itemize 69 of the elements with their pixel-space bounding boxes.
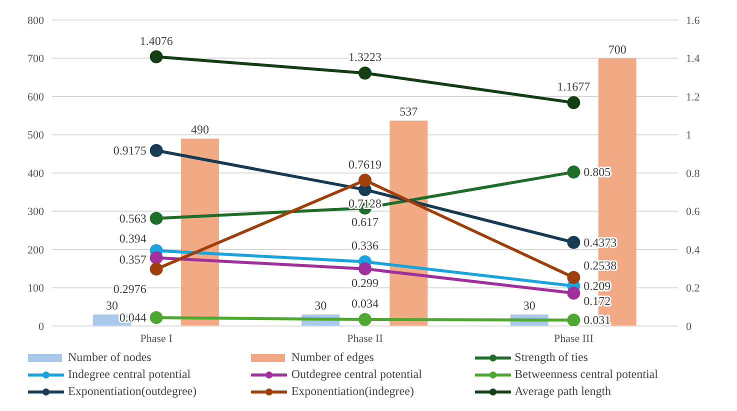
x-tick-label: Phase II — [347, 332, 384, 345]
y2-tick-label: 1.4 — [686, 53, 700, 66]
point — [150, 212, 163, 225]
data-label: 700 — [608, 42, 626, 56]
data-label: 0.563 — [119, 211, 146, 226]
y-tick-label: 600 — [28, 91, 44, 104]
data-label: 30 — [314, 298, 327, 313]
y-tick-label: 100 — [28, 282, 44, 295]
data-label: 537 — [400, 104, 418, 119]
legend-label: Outdegree central potential — [291, 367, 422, 382]
y-tick-label: 800 — [28, 14, 44, 27]
y2-tick-label: 1.6 — [686, 14, 700, 27]
data-label: 0.394 — [119, 232, 146, 246]
y2-tick-label: 0.2 — [686, 282, 700, 295]
legend-label: Strength of ties — [514, 350, 588, 365]
point — [567, 166, 580, 179]
point — [358, 174, 372, 187]
data-label: 30 — [106, 298, 118, 313]
data-label: 0.209 — [584, 279, 611, 294]
point — [150, 311, 163, 324]
legend-label: Indegree central potential — [68, 367, 191, 382]
data-label: 1.4076 — [140, 34, 173, 48]
data-label: 0.299 — [352, 276, 378, 290]
point — [567, 314, 580, 326]
x-tick-label: Phase I — [140, 332, 173, 345]
point — [150, 50, 163, 64]
point — [358, 312, 372, 326]
y2-tick-label: 0 — [686, 320, 692, 333]
point — [150, 251, 163, 264]
y-tick-label: 500 — [28, 130, 44, 142]
point — [567, 96, 580, 110]
data-label: 30 — [523, 298, 536, 313]
legend-label: Betweenness central potential — [514, 367, 658, 382]
point — [358, 66, 372, 80]
data-label: 0.357 — [119, 252, 146, 267]
legend-label: Exponentiation(outdegree) — [68, 384, 197, 399]
bar — [390, 120, 428, 326]
data-label: 0.805 — [584, 165, 611, 180]
data-label: 490 — [191, 122, 209, 137]
y2-tick-label: 0.8 — [686, 168, 700, 180]
data-label: 0.617 — [352, 215, 378, 229]
point — [567, 270, 580, 284]
data-label: 1.3223 — [348, 50, 382, 64]
x-tick-label: Phase III — [554, 332, 594, 345]
point — [150, 262, 163, 276]
data-label: 0.2976 — [113, 282, 146, 296]
point — [567, 236, 580, 249]
point — [567, 286, 580, 300]
legend-label: Average path length — [514, 384, 612, 399]
data-label: 0.034 — [352, 296, 378, 310]
y-tick-label: 700 — [28, 53, 44, 66]
point — [358, 262, 372, 276]
legend-label: Number of nodes — [68, 350, 152, 365]
point — [150, 144, 163, 158]
y-tick-label: 300 — [28, 206, 44, 218]
y2-tick-label: 1.2 — [686, 91, 700, 104]
y2-tick-label: 0.4 — [686, 244, 700, 256]
data-label: 0.336 — [352, 238, 378, 253]
data-label: 0.7619 — [348, 157, 382, 172]
legend-label: Exponentiation(indegree) — [291, 384, 414, 399]
data-label: 1.1677 — [557, 80, 590, 94]
data-label: 0.044 — [119, 310, 146, 325]
y-tick-label: 0 — [38, 320, 44, 333]
y2-tick-label: 1 — [686, 130, 692, 142]
y-tick-label: 400 — [28, 168, 44, 180]
legend-label: Number of edges — [291, 350, 374, 365]
data-label: 0.9175 — [113, 144, 146, 158]
y2-tick-label: 0.6 — [686, 206, 700, 218]
y-tick-label: 200 — [28, 244, 44, 256]
